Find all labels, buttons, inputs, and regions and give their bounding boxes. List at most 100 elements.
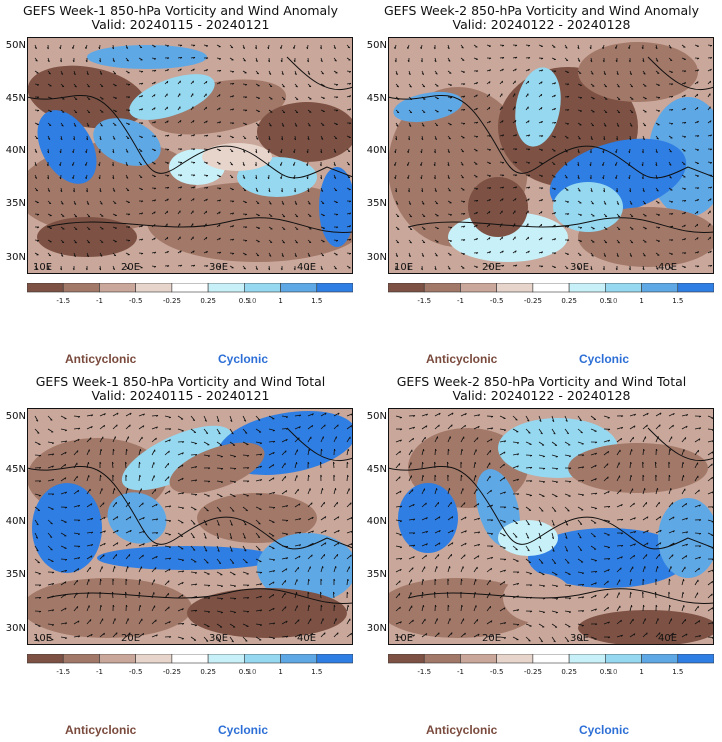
latitude-tick-label: 50N [366, 40, 387, 51]
colorbar-tick-label: 1 [278, 668, 282, 676]
colorbar-tick-label: -0.25 [163, 668, 181, 676]
colorbar-exponent-label: 10 [248, 668, 257, 676]
colorbar-tick-label: -1.5 [417, 668, 431, 676]
colorbar-segment [641, 654, 679, 664]
colorbar: -1.5 -1 -0.5 -0.25 0.25 0.5 1 1.5 10 [388, 283, 714, 305]
colorbar-segment [460, 283, 497, 293]
anticyclonic-label: Anticyclonic [65, 352, 137, 366]
colorbar-tick-label: 1.5 [311, 668, 322, 676]
map-panel-week1-total: GEFS Week-1 850-hPa Vorticity and Wind T… [0, 371, 361, 742]
vorticity-map [388, 408, 714, 645]
map-panel-week1-anomaly: GEFS Week-1 850-hPa Vorticity and Wind A… [0, 0, 361, 371]
colorbar-tick-label: 0.5 [239, 297, 250, 305]
latitude-tick-label: 35N [366, 198, 387, 209]
panel-valid-dates: Valid: 20240115 - 20240121 [91, 388, 270, 403]
cyclonic-label: Cyclonic [579, 352, 630, 366]
panel-title: GEFS Week-2 850-hPa Vorticity and Wind A… [383, 3, 700, 18]
panel-valid-dates: Valid: 20240115 - 20240121 [91, 17, 270, 32]
map-panel-week2-total: GEFS Week-2 850-hPa Vorticity and Wind T… [361, 371, 722, 742]
longitude-tick-label: 10E [394, 633, 414, 644]
latitude-tick-label: 40N [366, 145, 387, 156]
colorbar-tick-label: 1.5 [311, 297, 322, 305]
anticyclonic-label: Anticyclonic [65, 723, 137, 737]
latitude-tick-label: 45N [366, 464, 387, 475]
colorbar-segment [244, 654, 281, 664]
colorbar-tick-label: 0.25 [561, 297, 577, 305]
colorbar-segment [62, 283, 100, 293]
colorbar-tick-label: -1.5 [417, 297, 431, 305]
latitude-tick-label: 40N [5, 145, 26, 156]
latitude-tick-label: 45N [366, 93, 387, 104]
colorbar-segment [677, 283, 714, 293]
latitude-tick-label: 30N [366, 623, 387, 634]
colorbar-tick-label: -1 [96, 668, 103, 676]
colorbar-tick-label: 1 [278, 297, 282, 305]
colorbar-segment [171, 283, 209, 293]
longitude-tick-label: 30E [570, 262, 590, 273]
longitude-tick-label: 40E [658, 633, 678, 644]
colorbar-segment [135, 654, 173, 664]
colorbar-segment [496, 654, 534, 664]
longitude-tick-label: 10E [33, 633, 53, 644]
colorbar-tick-label: 0.5 [600, 297, 611, 305]
colorbar-segment [568, 283, 606, 293]
colorbar-tick-label: -0.5 [129, 297, 143, 305]
colorbar-tick-label: -1 [96, 297, 103, 305]
colorbar-segment [244, 283, 281, 293]
cyclonic-label: Cyclonic [218, 352, 269, 366]
colorbar-segment [532, 283, 570, 293]
longitude-tick-label: 40E [297, 633, 317, 644]
colorbar-tick-label: -0.5 [490, 668, 504, 676]
colorbar-segment [316, 654, 353, 664]
colorbar-tick-label: 1 [639, 668, 643, 676]
panel-valid-dates: Valid: 20240122 - 20240128 [452, 17, 631, 32]
colorbar-tick-label: -1 [457, 668, 464, 676]
colorbar-tick-label: -1 [457, 297, 464, 305]
latitude-tick-label: 35N [366, 569, 387, 580]
colorbar-tick-label: 0.5 [239, 668, 250, 676]
panel-title: GEFS Week-1 850-hPa Vorticity and Wind A… [22, 3, 339, 18]
colorbar-segment [641, 283, 679, 293]
colorbar-segment [532, 654, 570, 664]
colorbar-segment [388, 283, 425, 293]
latitude-tick-label: 30N [5, 623, 26, 634]
colorbar-tick-label: 1 [639, 297, 643, 305]
longitude-tick-label: 30E [570, 633, 590, 644]
colorbar-segment [207, 654, 245, 664]
colorbar-exponent-label: 10 [609, 297, 618, 305]
panel-valid-dates: Valid: 20240122 - 20240128 [452, 388, 631, 403]
colorbar-exponent-label: 10 [609, 668, 618, 676]
map-panel-week2-anomaly: GEFS Week-2 850-hPa Vorticity and Wind A… [361, 0, 722, 371]
cyclonic-label: Cyclonic [579, 723, 630, 737]
panel-title: GEFS Week-2 850-hPa Vorticity and Wind T… [396, 374, 687, 389]
colorbar-segment [496, 283, 534, 293]
colorbar-tick-label: -0.5 [129, 668, 143, 676]
colorbar-segment [280, 283, 318, 293]
colorbar-segment [423, 283, 461, 293]
latitude-tick-label: 30N [366, 252, 387, 263]
longitude-tick-label: 10E [394, 262, 414, 273]
colorbar-segment [677, 654, 714, 664]
longitude-tick-label: 20E [121, 262, 141, 273]
colorbar-segment [423, 654, 461, 664]
latitude-tick-label: 45N [5, 464, 26, 475]
latitude-tick-label: 50N [5, 40, 26, 51]
colorbar-tick-label: 0.25 [200, 668, 216, 676]
colorbar-segment [605, 283, 642, 293]
colorbar-segment [99, 283, 136, 293]
latitude-tick-label: 50N [5, 411, 26, 422]
colorbar-segment [460, 654, 497, 664]
colorbar-segment [171, 654, 209, 664]
colorbar-tick-label: 1.5 [672, 297, 683, 305]
latitude-tick-label: 50N [366, 411, 387, 422]
longitude-tick-label: 20E [482, 262, 502, 273]
anticyclonic-label: Anticyclonic [426, 723, 498, 737]
latitude-tick-label: 35N [5, 569, 26, 580]
colorbar-segment [27, 654, 64, 664]
colorbar-segment [207, 283, 245, 293]
colorbar-tick-label: -0.5 [490, 297, 504, 305]
colorbar-tick-label: 0.25 [561, 668, 577, 676]
colorbar-segment [280, 654, 318, 664]
colorbar: -1.5 -1 -0.5 -0.25 0.25 0.5 1 1.5 10 [27, 654, 353, 676]
colorbar-tick-label: -0.25 [524, 297, 542, 305]
